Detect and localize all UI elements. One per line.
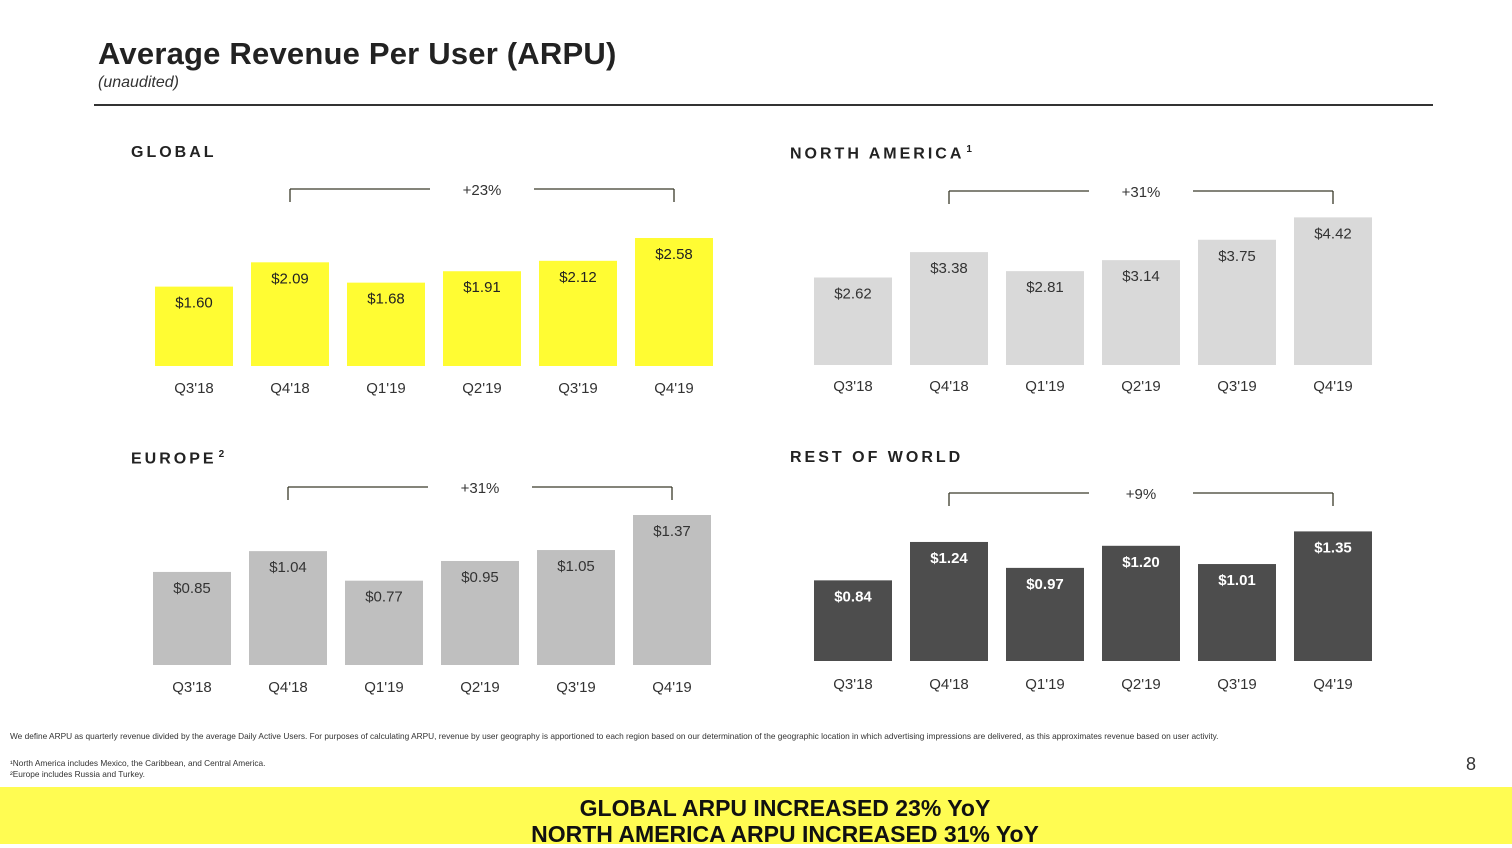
europe-data-label: $0.95 [461, 569, 499, 586]
global-category-label: Q3'18 [174, 380, 214, 397]
global-data-label: $2.12 [559, 269, 597, 286]
global-bar [155, 286, 233, 366]
north-america-bar [814, 277, 892, 365]
rest-of-world-bar [1006, 567, 1084, 661]
rest-of-world-category-label: Q1'19 [1025, 676, 1065, 693]
north-america-data-label: $2.81 [1026, 279, 1064, 296]
rest-of-world-data-label: $1.24 [930, 550, 968, 567]
north-america-data-label: $3.14 [1122, 268, 1160, 285]
global-growth-label: +23% [463, 182, 502, 199]
rest-of-world-data-label: $1.35 [1314, 539, 1352, 556]
global-bar [251, 262, 329, 366]
north-america-category-label: Q3'18 [833, 378, 873, 395]
rest-of-world-data-label: $1.01 [1218, 572, 1256, 589]
rest-of-world-category-label: Q3'18 [833, 676, 873, 693]
summary-banner [0, 787, 1512, 844]
north-america-category-label: Q3'19 [1217, 378, 1257, 395]
north-america-bar [1006, 271, 1084, 365]
europe-data-label: $0.85 [173, 580, 211, 597]
page-number: 8 [1466, 754, 1477, 774]
panel-title-global: GLOBAL [131, 144, 217, 162]
north-america-growth-label: +31% [1122, 184, 1161, 201]
north-america-data-label: $3.75 [1218, 248, 1256, 265]
europe-data-label: $1.37 [653, 523, 691, 540]
global-bar [635, 238, 713, 366]
panel-title-text: NORTH AMERICA [790, 145, 965, 163]
page-title: Average Revenue Per User (ARPU) [98, 36, 617, 71]
global-data-label: $1.68 [367, 291, 405, 308]
banner-line-global: GLOBAL ARPU INCREASED 23% YoY [579, 795, 991, 821]
north-america-data-label: $2.62 [834, 285, 872, 302]
rest-of-world-bar [1102, 545, 1180, 661]
north-america-data-label: $3.38 [930, 260, 968, 277]
page-subtitle: (unaudited) [98, 74, 179, 91]
north-america-data-label: $4.42 [1314, 225, 1352, 242]
rest-of-world-category-label: Q2'19 [1121, 676, 1161, 693]
europe-bar [153, 571, 231, 665]
north-america-category-label: Q1'19 [1025, 378, 1065, 395]
global-bar [539, 260, 617, 366]
north-america-bar [1198, 239, 1276, 365]
europe-growth-label: +31% [461, 480, 500, 497]
panel-title-footnote-marker: 2 [218, 449, 225, 460]
global-category-label: Q1'19 [366, 380, 406, 397]
rest-of-world-data-label: $1.20 [1122, 554, 1160, 571]
europe-data-label: $1.05 [557, 558, 595, 575]
europe-category-label: Q3'18 [172, 679, 212, 696]
panel-title-europe: EUROPE 2 [131, 449, 224, 468]
title-divider [94, 104, 1433, 106]
europe-category-label: Q4'19 [652, 679, 692, 696]
north-america-category-label: Q4'19 [1313, 378, 1353, 395]
global-bar [443, 271, 521, 366]
europe-bar [633, 515, 711, 665]
europe-category-label: Q3'19 [556, 679, 596, 696]
global-bar [347, 282, 425, 366]
global-data-label: $2.58 [655, 246, 693, 263]
north-america-bar [1102, 260, 1180, 365]
rest-of-world-bar [1294, 531, 1372, 661]
footnote-europe: ²Europe includes Russia and Turkey. [10, 769, 145, 779]
north-america-category-label: Q4'18 [929, 378, 969, 395]
rest-of-world-category-label: Q4'18 [929, 676, 969, 693]
global-data-label: $1.91 [463, 279, 501, 296]
rest-of-world-data-label: $0.84 [834, 588, 872, 605]
europe-category-label: Q1'19 [364, 679, 404, 696]
global-category-label: Q3'19 [558, 380, 598, 397]
europe-bar [537, 550, 615, 665]
panel-title-footnote-marker: 1 [966, 144, 972, 155]
rest-of-world-data-label: $0.97 [1026, 576, 1064, 593]
europe-bar [345, 580, 423, 665]
panel-title-text: REST OF WORLD [790, 449, 964, 466]
global-data-label: $1.60 [175, 295, 213, 312]
europe-category-label: Q2'19 [460, 679, 500, 696]
panel-title-rest-of-world: REST OF WORLD [790, 449, 963, 467]
panel-title-text: EUROPE [131, 450, 217, 468]
europe-bar [249, 551, 327, 665]
rest-of-world-category-label: Q3'19 [1217, 676, 1257, 693]
europe-data-label: $1.04 [269, 559, 307, 576]
europe-data-label: $0.77 [365, 589, 403, 606]
footnote-north-america: ¹North America includes Mexico, the Cari… [10, 758, 266, 768]
europe-bar [441, 560, 519, 665]
north-america-bar [910, 252, 988, 365]
north-america-bar [1294, 217, 1372, 365]
rest-of-world-bar [910, 541, 988, 661]
global-data-label: $2.09 [271, 270, 309, 287]
rest-of-world-growth-label: +9% [1126, 486, 1156, 503]
panel-title-text: GLOBAL [131, 144, 217, 161]
footnote-arpu-definition: We define ARPU as quarterly revenue divi… [10, 731, 1219, 741]
rest-of-world-bar [814, 580, 892, 661]
panel-title-north-america: NORTH AMERICA 1 [790, 144, 972, 163]
global-category-label: Q2'19 [462, 380, 502, 397]
banner-line-north-america: NORTH AMERICA ARPU INCREASED 31% YoY [531, 821, 1039, 847]
global-category-label: Q4'19 [654, 380, 694, 397]
europe-category-label: Q4'18 [268, 679, 308, 696]
north-america-category-label: Q2'19 [1121, 378, 1161, 395]
rest-of-world-category-label: Q4'19 [1313, 676, 1353, 693]
rest-of-world-bar [1198, 564, 1276, 661]
global-category-label: Q4'18 [270, 380, 310, 397]
